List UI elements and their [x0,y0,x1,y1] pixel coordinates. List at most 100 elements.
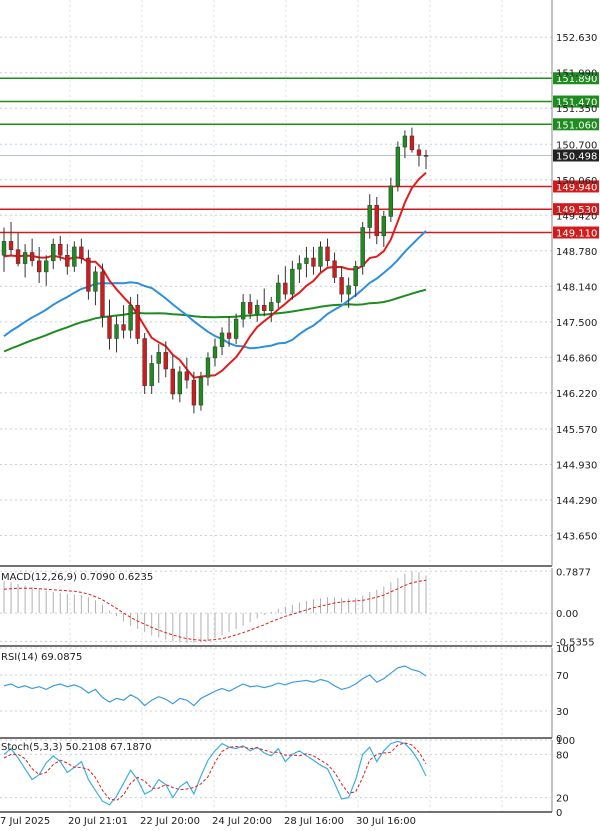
time-tick-label: 24 Jul 20:00 [212,816,272,827]
pane-tick-label: 100 [556,644,575,655]
candle-bull [1,241,7,256]
candle-bear [409,135,415,151]
candle-bull [269,302,274,311]
price-tick-label: 151.990 [556,69,597,80]
candle-bear [15,249,21,264]
candle-bull [276,282,281,303]
candle-bull [128,304,133,331]
price-tick-label: 147.500 [556,318,597,329]
price-tick-label: 145.570 [556,425,597,436]
pane-tick-label: 30 [556,707,569,718]
candle-bull [255,304,260,314]
candle-bull [318,246,323,267]
candle-bear [79,246,84,259]
rsi-grid: 100 70 30 0 [0,644,575,745]
price-tick-label: 150.060 [556,176,597,187]
price-tick-label: 150.700 [556,140,597,151]
resistance-level-label: 151.060 [556,120,597,131]
candle-bear [36,260,42,273]
candle-bull [233,318,239,339]
current-price-label: 150.498 [556,151,597,162]
price-tick-label: 146.220 [556,389,597,400]
candle-bear [135,304,140,339]
support-level-tag [553,226,599,239]
resistance-level-label: 151.890 [556,74,597,85]
candle-bear [339,277,344,295]
candle-bear [416,149,422,156]
candle-bull [346,285,351,295]
candle-bear [247,302,253,314]
resistance-level-tag [553,118,599,131]
candle-bull [402,135,408,148]
macd-pane: 0.7877 0.00 -0.5355 MACD(12,26,9) 0.7090 0… [0,567,595,649]
candle-bear [86,257,91,292]
pane-tick-label: 20 [556,794,569,805]
price-tick-label: 151.350 [556,104,597,115]
resistance-level-label: 151.470 [556,98,597,109]
resistance-level-tag [553,72,599,85]
candle-bull [381,216,386,237]
support-level-label: 149.940 [556,182,597,193]
candle-bear [58,243,63,256]
time-tick-label: 30 Jul 16:00 [356,816,416,827]
candles [1,127,429,414]
pane-tick-label: 70 [556,671,569,682]
macd-label: MACD(12,26,9) 0.7090 0.6235 [1,572,153,583]
pane-tick-label: 0 [556,734,562,745]
candle-bull [198,377,204,406]
candle-bear [184,371,190,381]
candle-bull [177,371,183,395]
price-grid [0,0,552,567]
candle-bull [367,205,372,228]
macd-grid: 0.7877 0.00 -0.5355 [0,567,595,649]
candle-bull [93,271,98,292]
candle-bear [65,255,70,267]
candle-bear [325,246,330,262]
price-tick-label: 143.650 [556,531,597,542]
price-tick-label: 148.780 [556,247,597,258]
ma-slow-line [3,288,427,353]
pane-tick-label: -0.5355 [556,638,595,649]
candle-bear [311,257,316,267]
price-tick-label: 148.140 [556,282,597,293]
candle-bull [388,185,394,217]
stoch-grid: 100 80 20 0 [0,736,575,819]
stoch-d-line [3,742,427,802]
candle-bull [360,227,365,267]
candle-bull [219,332,225,348]
candle-bull [22,252,28,264]
pane-tick-label: 0.7877 [556,567,591,578]
candle-bull [44,260,49,273]
pane-tick-label: 0 [556,808,562,819]
candle-bull [395,146,401,187]
candle-bull [72,246,77,267]
current-price-tag [553,149,599,162]
candle-bull [290,268,295,295]
sr-levels: 151.890 151.470 151.060 149.940 149.530 149.1… [0,72,599,240]
time-tick-label: 28 Jul 16:00 [284,816,344,827]
rsi-label: RSI(14) 69.0875 [1,652,82,663]
price-tick-label: 144.290 [556,496,597,507]
candle-bull [156,352,161,364]
candle-bear [121,324,126,331]
rsi-line [3,665,427,707]
support-level-label: 149.110 [556,229,597,240]
stoch-label: Stoch(5,3,3) 50.2108 67.1870 [1,742,152,753]
support-level-tag [553,180,599,193]
candle-bear [374,205,379,237]
candle-bull [297,263,302,270]
candle-bear [191,379,197,406]
candle-bear [100,271,105,317]
pane-tick-label: 80 [556,750,569,761]
stoch-series [3,740,427,806]
price-tick-label: 146.860 [556,353,597,364]
rsi-pane: 100 70 30 0 RSI(14) 69.0875 [0,644,575,745]
macd-signal-line [3,579,427,641]
main-pane: 151.890 151.470 151.060 149.940 149.530 149.1… [0,0,599,567]
pane-tick-label: 0.00 [556,609,578,620]
candle-bear [29,252,35,262]
candle-bull [240,302,246,320]
candle-bear [163,352,168,370]
candle-bear [283,282,288,295]
